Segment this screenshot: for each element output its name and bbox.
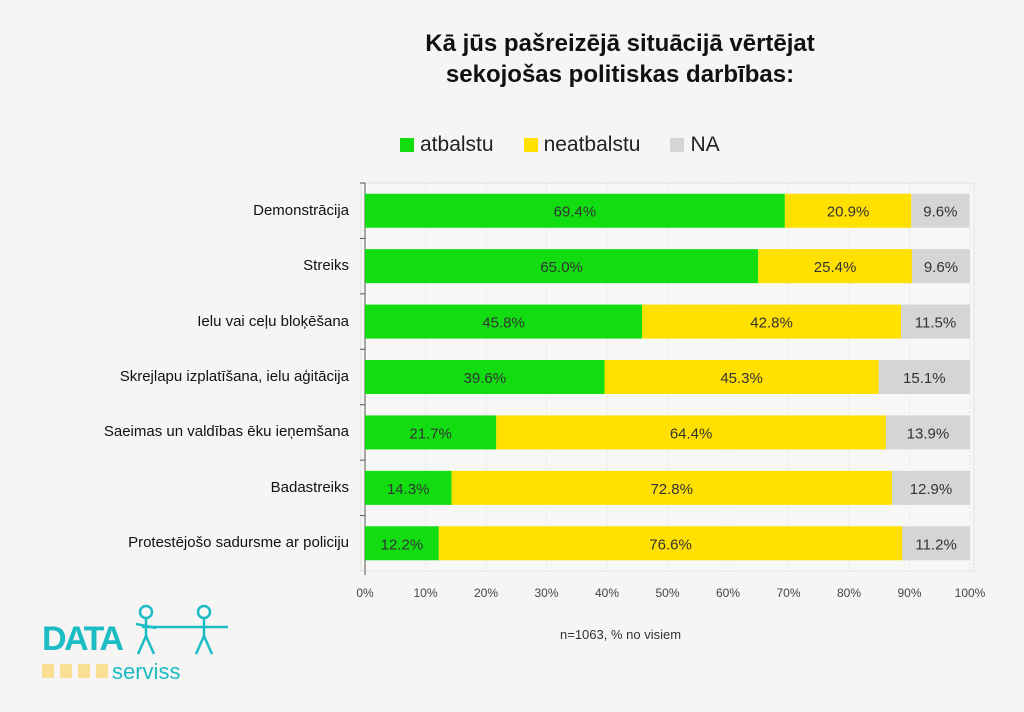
bar-segment (891, 470, 970, 505)
title-line-1: Kā jūs pašreizējā situācijā vērtējat (425, 30, 815, 57)
bar-segment (878, 360, 970, 394)
data-label: 65.0% (540, 259, 583, 276)
data-serviss-logo: DATA serviss (42, 602, 242, 692)
bar-segment (758, 249, 912, 284)
data-label: 64.4% (670, 425, 713, 442)
bar-segment (885, 415, 970, 450)
legend: atbalstu neatbalstu NA (400, 133, 720, 157)
svg-text:DATA: DATA (42, 620, 124, 658)
legend-item-na: NA (670, 133, 720, 157)
sample-note: n=1063, % no visiem (560, 627, 682, 642)
data-label: 69.4% (554, 204, 597, 221)
data-label: 45.3% (720, 370, 763, 387)
title-line-2: sekojošas politiskas darbības: (445, 61, 795, 88)
bar-segment (496, 415, 886, 450)
category-label: Skrejlapu izplatīšana, ielu aģitācija (119, 368, 349, 385)
category-label: Badastreiks (270, 478, 349, 496)
x-tick-label: 50% (655, 586, 679, 600)
data-label: 9.6% (923, 204, 957, 221)
bar-segment (365, 526, 439, 561)
bar-segment (642, 304, 902, 339)
bar-segment (901, 304, 970, 339)
data-label: 21.7% (409, 425, 452, 442)
data-label: 45.8% (482, 315, 525, 332)
bar-segment (365, 470, 452, 505)
category-label: Streiks (303, 257, 349, 275)
legend-label: NA (690, 133, 720, 156)
bar-segment (451, 470, 892, 505)
legend-item-neatbalstu: neatbalstu (523, 133, 641, 157)
data-label: 72.8% (650, 481, 693, 498)
data-label: 11.2% (915, 536, 956, 553)
legend-label: atbalstu (420, 133, 494, 156)
x-tick-label: 10% (413, 586, 437, 600)
chart-title: Kā jūs pašreizējā situācijā vērtējat sek… (300, 28, 940, 90)
category-label: Ielu vai ceļu bloķēšana (197, 312, 349, 330)
x-tick-label: 60% (716, 586, 740, 600)
x-tick-label: 90% (897, 586, 921, 600)
x-tick-label: 80% (837, 586, 861, 600)
legend-label: neatbalstu (543, 133, 641, 156)
category-label: Protestējošo sadursme ar policiju (128, 534, 349, 552)
bar-segment (911, 249, 970, 284)
bar-segment (784, 193, 912, 228)
data-label: 11.5% (915, 315, 956, 332)
svg-text:serviss: serviss (112, 659, 180, 684)
x-tick-label: 0% (356, 586, 374, 600)
category-label: Saeimas un valdības ēku ieņemšana (103, 423, 349, 441)
legend-swatch (523, 138, 538, 152)
bar-segment (365, 415, 497, 450)
bar-segment (438, 526, 903, 561)
data-label: 25.4% (814, 259, 857, 276)
x-tick-label: 100% (955, 586, 986, 600)
bar-segment (365, 360, 605, 394)
bar-segment (365, 304, 643, 339)
data-label: 14.3% (387, 481, 430, 498)
data-label: 9.6% (924, 259, 958, 276)
x-tick-label: 20% (474, 586, 498, 600)
legend-swatch (400, 138, 414, 152)
data-label: 15.1% (903, 370, 946, 387)
category-label: Demonstrācija (253, 201, 349, 219)
legend-item-atbalstu: atbalstu (400, 133, 494, 157)
bar-segment (365, 249, 759, 284)
bar-segment (902, 526, 970, 561)
data-label: 20.9% (827, 204, 870, 221)
data-label: 12.2% (381, 536, 424, 553)
x-tick-label: 70% (776, 586, 800, 600)
data-label: 42.8% (750, 315, 793, 332)
data-label: 12.9% (910, 481, 953, 498)
data-label: 13.9% (907, 425, 950, 442)
x-tick-label: 30% (534, 586, 558, 600)
data-label: 76.6% (649, 536, 692, 553)
bar-segment (365, 193, 785, 228)
data-label: 39.6% (464, 370, 507, 387)
legend-swatch (670, 138, 685, 152)
x-tick-label: 40% (595, 586, 619, 600)
bar-segment (604, 360, 879, 394)
bar-segment (911, 193, 970, 228)
